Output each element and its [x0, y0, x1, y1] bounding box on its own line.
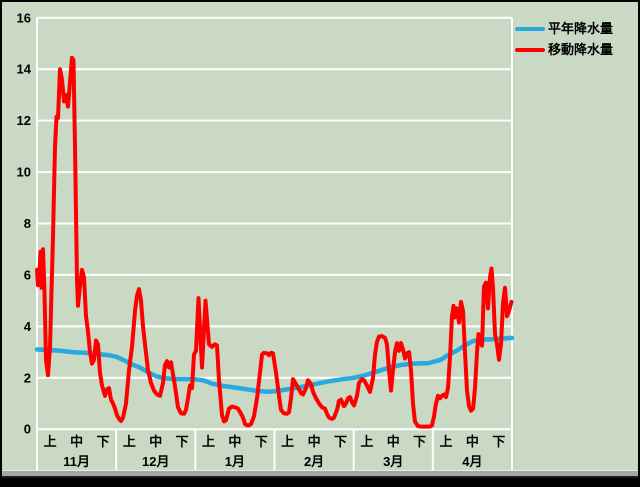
jun-label: 上	[360, 434, 373, 449]
month-label: 11月	[63, 454, 90, 469]
y-tick-label: 10	[17, 165, 31, 180]
jun-label: 中	[228, 434, 241, 449]
jun-label: 下	[334, 434, 347, 449]
jun-label: 上	[440, 434, 453, 449]
y-tick-label: 4	[24, 319, 32, 334]
month-label: 1月	[225, 454, 245, 469]
jun-label: 上	[44, 434, 57, 449]
jun-label: 下	[96, 434, 109, 449]
chart-legend: 平年降水量 移動降水量	[515, 18, 613, 60]
month-label: 3月	[383, 454, 403, 469]
jun-label: 下	[492, 434, 505, 449]
legend-label-heinen: 平年降水量	[548, 21, 614, 36]
jun-label: 上	[281, 434, 294, 449]
y-tick-label: 14	[17, 62, 32, 77]
jun-label: 中	[70, 434, 83, 449]
y-tick-label: 0	[24, 422, 31, 437]
jun-label: 下	[255, 434, 268, 449]
idou-line-swatch	[515, 47, 545, 52]
y-tick-label: 8	[24, 216, 31, 231]
series-line-idou	[35, 55, 514, 429]
y-tick-label: 2	[24, 370, 31, 385]
jun-label: 下	[413, 434, 426, 449]
jun-label: 中	[466, 434, 479, 449]
legend-label-idou: 移動降水量	[548, 42, 614, 57]
y-tick-label: 12	[17, 113, 31, 128]
y-tick-label: 16	[17, 10, 31, 25]
jun-label: 中	[149, 434, 162, 449]
heinen-line-swatch	[515, 26, 545, 31]
month-label: 2月	[304, 454, 324, 469]
jun-label: 中	[387, 434, 400, 449]
jun-label: 下	[176, 434, 189, 449]
jun-label: 上	[202, 434, 215, 449]
month-label: 12月	[142, 454, 169, 469]
legend-item-idou: 移動降水量	[515, 39, 613, 60]
y-tick-label: 6	[24, 267, 31, 282]
window-bottom-edge	[2, 470, 638, 478]
month-label: 4月	[462, 454, 482, 469]
legend-item-heinen: 平年降水量	[515, 18, 613, 39]
jun-label: 上	[123, 434, 136, 449]
jun-label: 中	[308, 434, 321, 449]
